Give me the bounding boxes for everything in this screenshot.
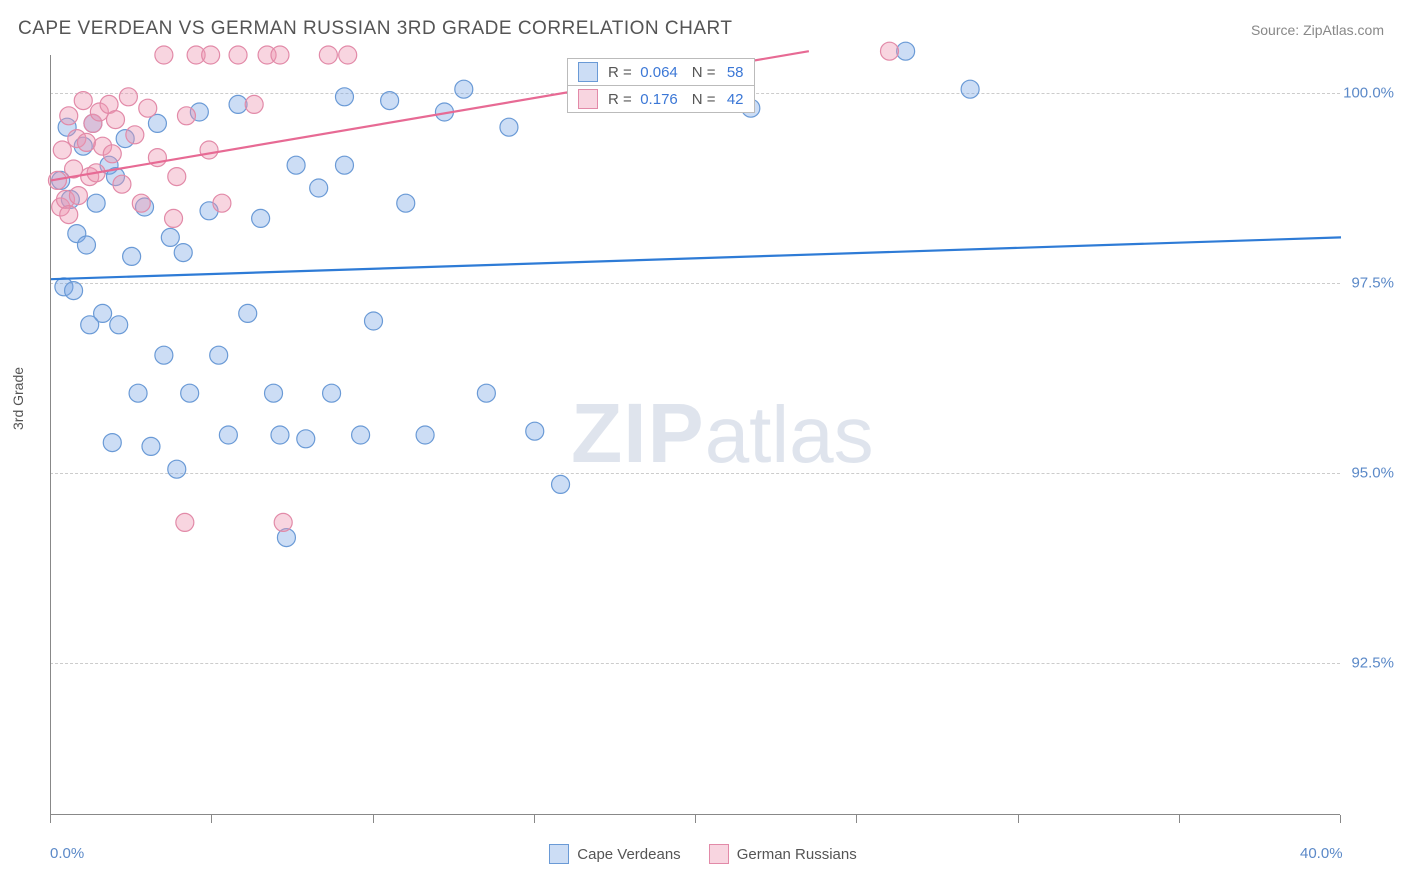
legend-r-value: 0.176 (636, 91, 678, 108)
chart-title: CAPE VERDEAN VS GERMAN RUSSIAN 3RD GRADE… (18, 18, 733, 40)
scatter-svg (51, 55, 1341, 815)
correlation-legend: R =0.064 N =58 R =0.176 N =42 (567, 58, 755, 113)
y-tick-label: 95.0% (1351, 465, 1394, 482)
legend-r-label: R = (608, 64, 632, 81)
plot-area: ZIPatlas (50, 55, 1340, 815)
legend-row: R =0.176 N =42 (568, 86, 754, 112)
y-axis-label: 3rd Grade (10, 367, 26, 430)
legend-n-value: 42 (720, 91, 744, 108)
y-tick-label: 92.5% (1351, 655, 1394, 672)
legend-swatch-icon (549, 844, 569, 864)
series-legend: Cape Verdeans German Russians (0, 844, 1406, 864)
y-tick-label: 97.5% (1351, 275, 1394, 292)
y-tick-label: 100.0% (1343, 85, 1394, 102)
legend-swatch-icon (578, 89, 598, 109)
legend-swatch-icon (709, 844, 729, 864)
legend-n-label: N = (692, 64, 716, 81)
legend-item-german-russians: German Russians (709, 844, 857, 864)
legend-row: R =0.064 N =58 (568, 59, 754, 86)
legend-item-cape-verdeans: Cape Verdeans (549, 844, 680, 864)
legend-label: German Russians (737, 846, 857, 863)
legend-swatch-icon (578, 62, 598, 82)
legend-r-label: R = (608, 91, 632, 108)
legend-n-value: 58 (720, 64, 744, 81)
source-attribution: Source: ZipAtlas.com (1251, 22, 1384, 38)
legend-r-value: 0.064 (636, 64, 678, 81)
legend-n-label: N = (692, 91, 716, 108)
legend-label: Cape Verdeans (577, 846, 680, 863)
